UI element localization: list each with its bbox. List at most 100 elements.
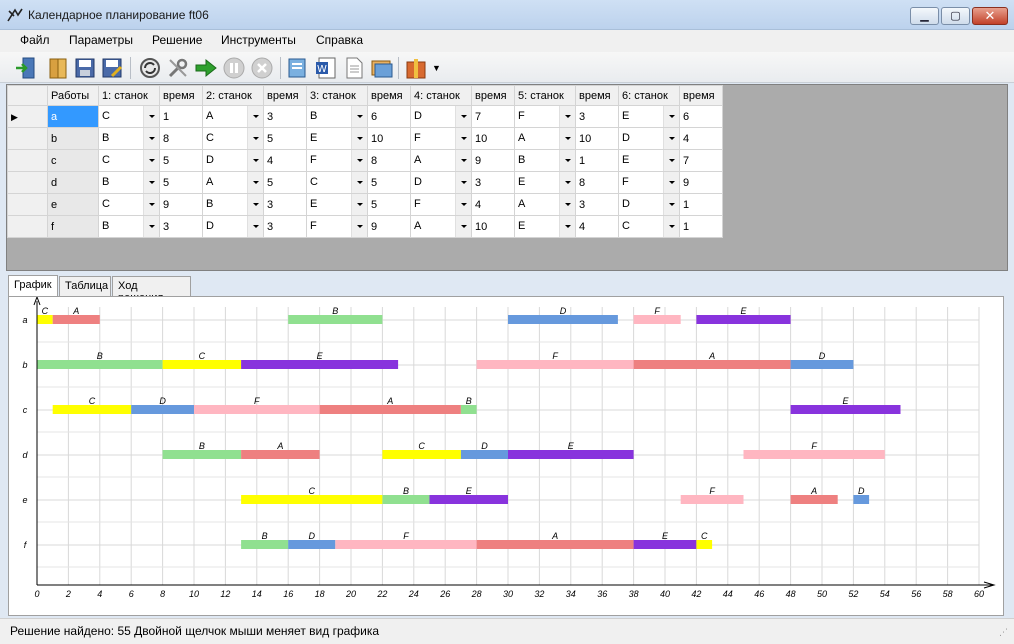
machine-select[interactable]: F xyxy=(410,127,472,150)
machine-combo[interactable]: E xyxy=(518,216,575,237)
table-row[interactable]: ▶ a C 1 A 3 B 6 D 7 F 3 E 6 xyxy=(7,105,723,128)
close-button[interactable]: ✕ xyxy=(972,7,1008,25)
machine-select[interactable]: C xyxy=(98,149,160,172)
dropdown-arrow-icon[interactable] xyxy=(559,194,575,215)
machine-select[interactable]: A xyxy=(410,149,472,172)
machine-select[interactable]: A xyxy=(514,193,576,216)
dropdown-arrow-icon[interactable] xyxy=(143,128,159,149)
machine-combo[interactable]: D xyxy=(206,150,263,171)
machine-select[interactable]: E xyxy=(306,127,368,150)
menu-parameters[interactable]: Параметры xyxy=(69,33,133,47)
time-cell[interactable]: 5 xyxy=(367,193,411,216)
machine-combo[interactable]: B xyxy=(102,128,159,149)
dropdown-arrow-icon[interactable] xyxy=(455,150,471,171)
dropdown-arrow-icon[interactable] xyxy=(143,172,159,193)
dropdown-arrow-icon[interactable] xyxy=(351,216,367,237)
row-header[interactable] xyxy=(7,171,48,194)
menu-file[interactable]: Файл xyxy=(20,33,50,47)
job-name-cell[interactable]: a xyxy=(47,105,99,128)
machine-combo[interactable]: C xyxy=(102,150,159,171)
time-cell[interactable]: 3 xyxy=(575,105,619,128)
machine-select[interactable]: F xyxy=(306,149,368,172)
machine-select[interactable]: F xyxy=(410,193,472,216)
machine-combo[interactable]: D xyxy=(414,106,471,127)
time-cell[interactable]: 3 xyxy=(159,215,203,238)
machine-select[interactable]: C xyxy=(306,171,368,194)
tools-icon[interactable] xyxy=(166,56,190,80)
machine-combo[interactable]: A xyxy=(206,106,263,127)
time-cell[interactable]: 1 xyxy=(679,215,723,238)
time-cell[interactable]: 3 xyxy=(263,215,307,238)
column-header[interactable]: время xyxy=(679,85,723,106)
machine-select[interactable]: D xyxy=(618,193,680,216)
job-name-cell[interactable]: e xyxy=(47,193,99,216)
dropdown-arrow-icon[interactable] xyxy=(559,128,575,149)
machine-combo[interactable]: E xyxy=(622,150,679,171)
machine-select[interactable]: D xyxy=(202,149,264,172)
time-cell[interactable]: 5 xyxy=(159,171,203,194)
time-cell[interactable]: 10 xyxy=(471,127,515,150)
machine-combo[interactable]: A xyxy=(414,150,471,171)
menu-solution[interactable]: Решение xyxy=(152,33,203,47)
machine-combo[interactable]: E xyxy=(518,172,575,193)
machine-combo[interactable]: A xyxy=(414,216,471,237)
dropdown-arrow-icon[interactable] xyxy=(247,172,263,193)
dropdown-arrow-icon[interactable] xyxy=(663,128,679,149)
machine-combo[interactable]: E xyxy=(310,194,367,215)
machine-combo[interactable]: C xyxy=(102,106,159,127)
document-icon[interactable] xyxy=(342,56,366,80)
stop-icon[interactable] xyxy=(250,56,274,80)
dropdown-arrow-icon[interactable] xyxy=(351,194,367,215)
time-cell[interactable]: 7 xyxy=(471,105,515,128)
time-cell[interactable]: 1 xyxy=(575,149,619,172)
resize-grip-icon[interactable]: ⋰ xyxy=(999,627,1008,637)
dropdown-arrow-icon[interactable] xyxy=(143,150,159,171)
dropdown-arrow-icon[interactable] xyxy=(247,216,263,237)
time-cell[interactable]: 9 xyxy=(471,149,515,172)
exit-icon[interactable] xyxy=(14,56,38,80)
menu-tools[interactable]: Инструменты xyxy=(221,33,296,47)
image-icon[interactable] xyxy=(370,56,394,80)
row-header[interactable] xyxy=(7,127,48,150)
machine-select[interactable]: B xyxy=(98,215,160,238)
machine-combo[interactable]: D xyxy=(622,128,679,149)
dropdown-arrow-icon[interactable] xyxy=(351,172,367,193)
time-cell[interactable]: 3 xyxy=(575,193,619,216)
machine-combo[interactable]: E xyxy=(310,128,367,149)
machine-combo[interactable]: A xyxy=(206,172,263,193)
run-icon[interactable] xyxy=(194,56,218,80)
dropdown-arrow-icon[interactable] xyxy=(247,194,263,215)
dropdown-arrow-icon[interactable] xyxy=(247,150,263,171)
report-icon[interactable] xyxy=(286,56,310,80)
machine-combo[interactable]: C xyxy=(622,216,679,237)
machine-combo[interactable]: F xyxy=(414,194,471,215)
column-header[interactable]: 1: станок xyxy=(98,85,160,106)
machine-select[interactable]: A xyxy=(410,215,472,238)
dropdown-arrow-icon[interactable] xyxy=(455,172,471,193)
dropdown-arrow-icon[interactable] xyxy=(663,106,679,127)
machine-combo[interactable]: D xyxy=(414,172,471,193)
time-cell[interactable]: 4 xyxy=(263,149,307,172)
dropdown-arrow-icon[interactable] xyxy=(663,216,679,237)
machine-combo[interactable]: B xyxy=(102,172,159,193)
machine-select[interactable]: E xyxy=(514,215,576,238)
dropdown-arrow-icon[interactable] xyxy=(143,106,159,127)
time-cell[interactable]: 1 xyxy=(159,105,203,128)
time-cell[interactable]: 8 xyxy=(159,127,203,150)
machine-select[interactable]: B xyxy=(514,149,576,172)
row-header[interactable]: ▶ xyxy=(7,105,48,128)
dropdown-arrow-icon[interactable] xyxy=(351,106,367,127)
row-header[interactable] xyxy=(7,215,48,238)
machine-combo[interactable]: C xyxy=(206,128,263,149)
dropdown-arrow-icon[interactable] xyxy=(663,150,679,171)
time-cell[interactable]: 4 xyxy=(679,127,723,150)
column-header[interactable]: время xyxy=(159,85,203,106)
time-cell[interactable]: 3 xyxy=(471,171,515,194)
time-cell[interactable]: 5 xyxy=(263,127,307,150)
machine-combo[interactable]: C xyxy=(310,172,367,193)
maximize-button[interactable]: ▢ xyxy=(941,7,970,25)
time-cell[interactable]: 6 xyxy=(367,105,411,128)
machine-select[interactable]: B xyxy=(202,193,264,216)
